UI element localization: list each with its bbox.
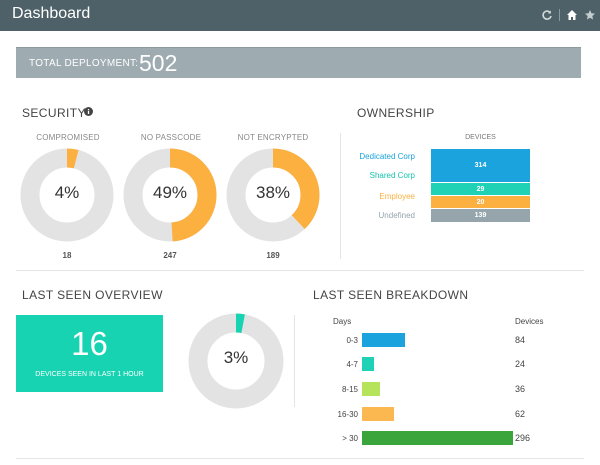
ownership-value-dedicated-corp: 314 (474, 162, 487, 169)
devices-seen-count: 16 (71, 325, 108, 362)
header-actions (541, 9, 596, 21)
ownership-bar-dedicated-corp[interactable]: 314 (431, 149, 530, 182)
refresh-icon[interactable] (541, 9, 553, 21)
total-deployment-label: TOTAL DEPLOYMENT: (29, 58, 139, 69)
days-label: > 30 (342, 434, 358, 443)
breakdown-bar[interactable] (362, 382, 380, 396)
ownership-bar-shared-corp[interactable]: 29 (431, 183, 530, 195)
donut-arc (188, 313, 284, 409)
total-deployment-value: 502 (139, 50, 178, 76)
ownership-label-shared-corp: Shared Corp (369, 171, 415, 180)
donut-arc (20, 148, 114, 242)
no-passcode-donut[interactable] (123, 148, 217, 242)
donut-arc (226, 148, 320, 242)
ownership-devices-header: DEVICES (465, 134, 496, 141)
ownership-label-undefined: Undefined (378, 211, 415, 220)
days-label: 16-30 (337, 410, 358, 419)
last-seen-percent: 3% (223, 348, 249, 367)
ownership-title: OWNERSHIP (357, 106, 435, 120)
days-label: 8-15 (341, 385, 358, 394)
header-divider (559, 9, 560, 21)
devices-value: 62 (515, 409, 526, 419)
not-encrypted-percent: 38% (255, 183, 291, 202)
total-deployment-banner: TOTAL DEPLOYMENT: 502 (16, 47, 581, 78)
section-divider (294, 315, 295, 407)
breakdown-bar[interactable] (362, 407, 394, 421)
devices-value: 36 (515, 384, 526, 394)
not-encrypted-label: NOT ENCRYPTED (237, 133, 309, 142)
section-divider (16, 458, 584, 459)
header-bar: Dashboard (0, 0, 600, 31)
days-label: 0-3 (346, 336, 358, 345)
days-header: Days (333, 317, 352, 326)
last-seen-breakdown-title: LAST SEEN BREAKDOWN (313, 288, 469, 302)
compromised-percent: 4% (54, 183, 80, 202)
days-label: 4-7 (346, 360, 358, 369)
breakdown-bar[interactable] (362, 333, 405, 347)
compromised-label: COMPROMISED (36, 133, 100, 142)
ownership-label-dedicated-corp: Dedicated Corp (359, 152, 415, 161)
no-passcode-label: NO PASSCODE (140, 133, 202, 142)
devices-header: Devices (515, 317, 544, 326)
ownership-label-employee: Employee (379, 192, 415, 201)
star-icon[interactable] (584, 9, 596, 21)
section-divider (340, 133, 341, 259)
compromised-donut[interactable] (20, 148, 114, 242)
not-encrypted-count: 189 (266, 251, 280, 260)
no-passcode-count: 247 (163, 251, 177, 260)
donut-arc (123, 148, 217, 242)
home-icon[interactable] (566, 9, 578, 21)
devices-value: 84 (515, 335, 526, 345)
last-seen-overview-title: LAST SEEN OVERVIEW (22, 288, 163, 302)
ownership-value-employee: 20 (476, 198, 485, 206)
compromised-count: 18 (62, 251, 72, 260)
section-divider (16, 270, 584, 271)
devices-value: 296 (515, 433, 531, 443)
breakdown-bar[interactable] (362, 357, 374, 371)
ownership-value-shared-corp: 29 (476, 185, 485, 193)
info-icon[interactable] (84, 107, 93, 116)
security-title: SECURITY (22, 106, 86, 120)
not-encrypted-donut[interactable] (226, 148, 320, 242)
devices-seen-tile[interactable]: 16 DEVICES SEEN IN LAST 1 HOUR (16, 315, 163, 392)
no-passcode-percent: 49% (152, 183, 188, 202)
devices-value: 24 (515, 359, 526, 369)
ownership-bar-undefined[interactable]: 139 (431, 209, 530, 222)
last-seen-donut[interactable] (188, 313, 284, 409)
ownership-value-undefined: 139 (474, 212, 487, 219)
page-title: Dashboard (12, 5, 91, 22)
breakdown-bar[interactable] (362, 431, 513, 445)
ownership-bar-employee[interactable]: 20 (431, 196, 530, 208)
devices-seen-caption: DEVICES SEEN IN LAST 1 HOUR (35, 371, 144, 378)
